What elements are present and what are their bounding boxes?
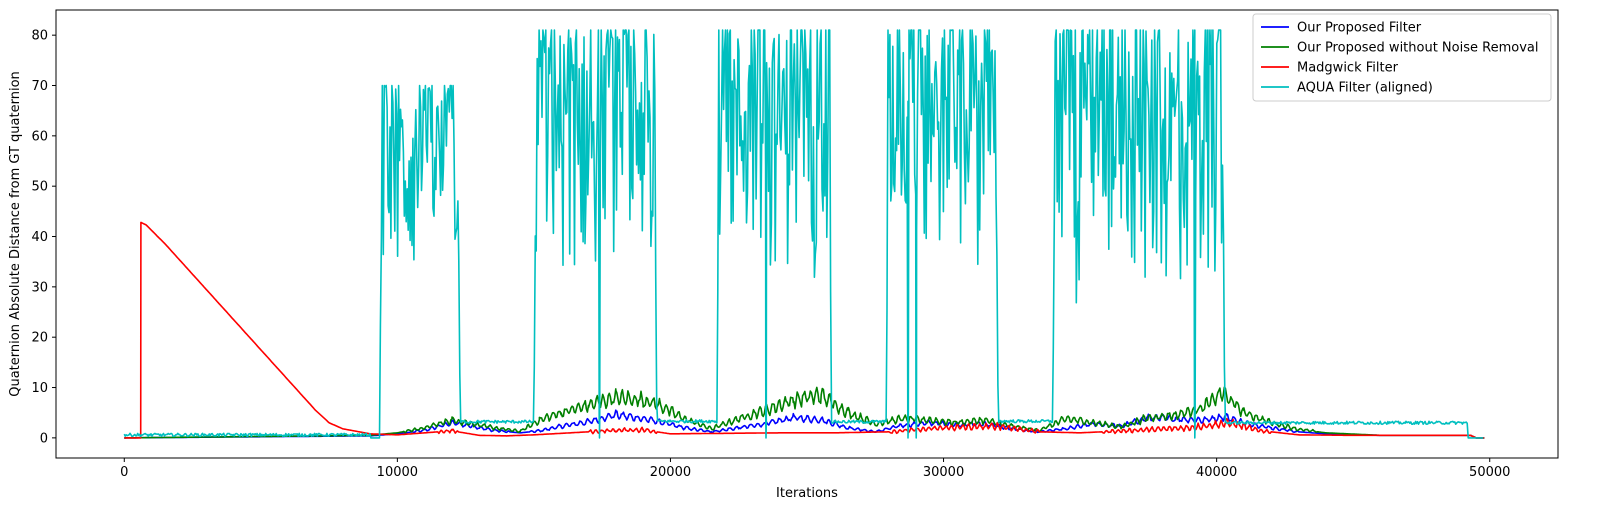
y-tick-label: 50	[31, 180, 48, 195]
legend-entry: AQUA Filter (aligned)	[1297, 81, 1433, 96]
y-axis-title: Quaternion Absolute Distance from GT qua…	[8, 71, 23, 397]
axes-frame	[55, 9, 1559, 459]
y-tick-label: 60	[31, 129, 48, 144]
y-axis: 0 10 20 30 40 50 60 70 80	[31, 29, 56, 446]
x-tick-label: 40000	[1196, 465, 1237, 480]
x-axis-title: Iterations	[776, 486, 838, 501]
legend: Our Proposed Filter Our Proposed without …	[1252, 13, 1552, 102]
y-tick-label: 20	[31, 331, 48, 346]
y-tick-label: 30	[31, 280, 48, 295]
x-axis: 0 10000 20000 30000 40000 50000	[120, 458, 1510, 480]
y-tick-label: 10	[31, 381, 48, 396]
legend-entry: Our Proposed Filter	[1297, 21, 1422, 36]
series-line-3	[124, 221, 1485, 439]
series-group	[123, 29, 1485, 439]
legend-entry: Our Proposed without Noise Removal	[1297, 41, 1538, 56]
y-tick-label: 40	[31, 230, 48, 245]
x-tick-label: 30000	[923, 465, 964, 480]
y-tick-label: 70	[31, 79, 48, 94]
x-tick-label: 20000	[650, 465, 691, 480]
legend-entry: Madgwick Filter	[1297, 61, 1399, 76]
x-tick-label: 0	[120, 465, 128, 480]
series-line-4	[123, 29, 1484, 439]
x-tick-label: 10000	[377, 465, 418, 480]
y-tick-label: 0	[40, 431, 48, 446]
series-layer	[123, 29, 1485, 439]
y-tick-label: 80	[31, 29, 48, 44]
legend-box	[1252, 13, 1552, 102]
x-tick-label: 50000	[1469, 465, 1510, 480]
